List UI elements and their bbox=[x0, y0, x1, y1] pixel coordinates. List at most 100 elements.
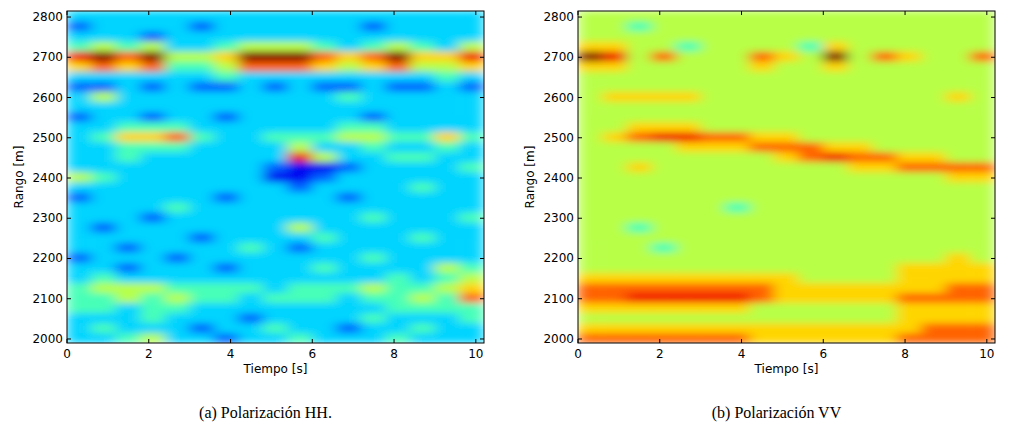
cell bbox=[435, 313, 460, 324]
cell bbox=[774, 252, 799, 263]
x-tick bbox=[741, 339, 742, 343]
cell bbox=[897, 232, 922, 243]
cell bbox=[578, 242, 603, 253]
cell bbox=[970, 71, 995, 82]
cell bbox=[312, 51, 337, 62]
x-tick-label: 4 bbox=[227, 347, 235, 361]
cell bbox=[749, 51, 774, 62]
cell bbox=[116, 313, 141, 324]
x-tick-label: 2 bbox=[656, 347, 664, 361]
cell bbox=[749, 222, 774, 233]
y-tick-label: 2500 bbox=[543, 131, 574, 145]
x-axis-title: Tiempo [s] bbox=[754, 362, 819, 376]
cell bbox=[651, 252, 676, 263]
cell bbox=[897, 323, 922, 334]
cell bbox=[459, 272, 484, 283]
cell bbox=[676, 152, 701, 163]
y-tick bbox=[67, 97, 71, 98]
cell bbox=[116, 292, 141, 303]
cell bbox=[872, 162, 897, 173]
cell bbox=[287, 31, 312, 42]
cell bbox=[970, 162, 995, 173]
cell bbox=[774, 71, 799, 82]
cell bbox=[774, 302, 799, 313]
cell bbox=[676, 212, 701, 223]
cell bbox=[897, 202, 922, 213]
cell bbox=[578, 333, 603, 343]
cell bbox=[946, 242, 971, 253]
cell bbox=[725, 323, 750, 334]
y-tick bbox=[578, 57, 582, 58]
cell bbox=[970, 21, 995, 32]
x-tick-label: 2 bbox=[145, 347, 153, 361]
cell bbox=[872, 302, 897, 313]
cell bbox=[798, 192, 823, 203]
cell bbox=[627, 91, 652, 102]
cell bbox=[67, 212, 92, 223]
cell bbox=[238, 192, 263, 203]
x-tick bbox=[823, 11, 824, 15]
cell bbox=[627, 71, 652, 82]
y-tick-label: 2700 bbox=[32, 50, 63, 64]
cell bbox=[970, 141, 995, 152]
cell bbox=[67, 323, 92, 334]
cell bbox=[165, 51, 190, 62]
cell bbox=[602, 182, 627, 193]
cell bbox=[165, 121, 190, 132]
cell bbox=[165, 242, 190, 253]
cell bbox=[946, 61, 971, 72]
cell bbox=[189, 182, 214, 193]
cell bbox=[337, 172, 362, 183]
cell bbox=[946, 232, 971, 243]
cell bbox=[459, 131, 484, 142]
caption: (a) Polarización HH. bbox=[199, 404, 332, 422]
cell bbox=[116, 162, 141, 173]
cell bbox=[214, 131, 239, 142]
cell bbox=[386, 172, 411, 183]
cell bbox=[970, 61, 995, 72]
cell bbox=[676, 333, 701, 343]
cell bbox=[872, 222, 897, 233]
cell bbox=[91, 182, 116, 193]
cell bbox=[823, 41, 848, 52]
cell bbox=[263, 272, 288, 283]
y-tick bbox=[67, 218, 71, 219]
cells bbox=[578, 11, 995, 343]
cell bbox=[676, 21, 701, 32]
cell bbox=[700, 212, 725, 223]
cell bbox=[651, 91, 676, 102]
cell bbox=[872, 232, 897, 243]
cell bbox=[312, 323, 337, 334]
cell bbox=[946, 333, 971, 343]
cell bbox=[140, 101, 165, 112]
cell bbox=[798, 121, 823, 132]
cell bbox=[361, 172, 386, 183]
cell bbox=[848, 41, 873, 52]
cell bbox=[312, 313, 337, 324]
cell bbox=[361, 41, 386, 52]
cell bbox=[116, 222, 141, 233]
cell bbox=[676, 51, 701, 62]
cell bbox=[140, 302, 165, 313]
cell bbox=[946, 101, 971, 112]
cell bbox=[287, 272, 312, 283]
cell bbox=[337, 111, 362, 122]
cell bbox=[848, 212, 873, 223]
cell bbox=[337, 222, 362, 233]
cell bbox=[627, 121, 652, 132]
cell bbox=[238, 202, 263, 213]
cell bbox=[823, 172, 848, 183]
cell bbox=[627, 31, 652, 42]
cell bbox=[165, 252, 190, 263]
cell bbox=[725, 262, 750, 273]
x-tick bbox=[578, 339, 579, 343]
cell bbox=[386, 121, 411, 132]
cell bbox=[970, 121, 995, 132]
cell bbox=[749, 152, 774, 163]
cell bbox=[116, 91, 141, 102]
cell bbox=[116, 262, 141, 273]
cell bbox=[578, 172, 603, 183]
cell bbox=[774, 51, 799, 62]
cell bbox=[189, 272, 214, 283]
cell bbox=[386, 282, 411, 293]
